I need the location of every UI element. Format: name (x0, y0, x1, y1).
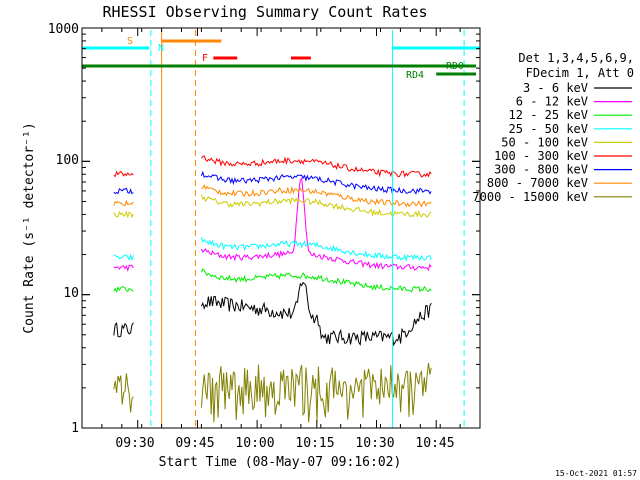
legend-label: 6 - 12 keV (516, 95, 588, 109)
y-tick-label-100: 100 (56, 153, 79, 168)
legend-label: 7000 - 15000 keV (472, 190, 588, 204)
y-axis-label: Count Rate (s⁻¹ detector⁻¹) (22, 122, 37, 333)
x-tick-label-1000: 10:00 (235, 436, 274, 451)
legend-label: 100 - 300 keV (494, 149, 588, 163)
legend-label: 3 - 6 keV (523, 81, 588, 95)
ticks-layer (81, 27, 481, 429)
x-tick-label-1045: 10:45 (415, 436, 454, 451)
rd0-label: RD0 (446, 61, 464, 72)
saa-label: S (127, 36, 133, 47)
flare-label: F (202, 53, 208, 64)
x-tick-label-1015: 10:15 (295, 436, 334, 451)
x-tick-label-0930: 09:30 (115, 436, 154, 451)
flags-layer: S N F RD0 RD4 (82, 30, 480, 428)
chart-title: RHESSI Observing Summary Count Rates (102, 3, 427, 21)
y-tick-label-1: 1 (71, 421, 79, 436)
x-tick-label-1030: 10:30 (355, 436, 394, 451)
legend-label: 50 - 100 keV (501, 135, 588, 149)
x-tick-label-0945: 09:45 (175, 436, 214, 451)
y-tick-label-1000: 1000 (48, 22, 79, 37)
legend-label: 25 - 50 keV (509, 122, 588, 136)
y-tick-label-10: 10 (63, 286, 79, 301)
legend-header-line1: Det 1,3,4,5,6,9, (518, 51, 634, 65)
plot-frame (81, 27, 481, 429)
plot-timestamp: 15-Oct-2021 01:57 (555, 469, 637, 478)
x-axis-label: Start Time (08-May-07 09:16:02) (159, 455, 402, 470)
legend-label: 300 - 800 keV (494, 163, 588, 177)
night-label: N (158, 43, 164, 54)
rd4-label: RD4 (406, 70, 424, 81)
legend-label: 12 - 25 keV (509, 108, 588, 122)
legend-header-line2: FDecim 1, Att 0 (526, 66, 634, 80)
legend-label: 800 - 7000 keV (487, 176, 588, 190)
